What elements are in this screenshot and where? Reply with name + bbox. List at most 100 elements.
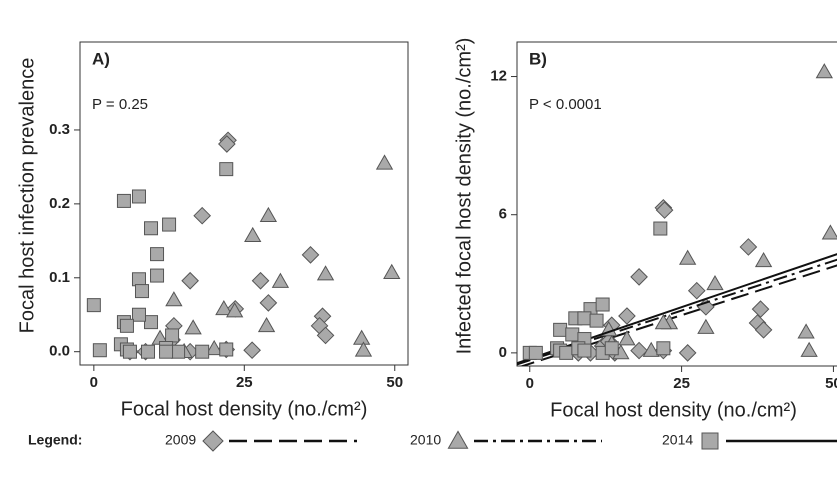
marker — [655, 201, 674, 219]
marker — [141, 344, 156, 359]
y-tick-label: 0.1 — [49, 269, 70, 286]
marker — [577, 343, 592, 358]
annotation: P < 0.0001 — [529, 96, 602, 113]
marker — [678, 344, 697, 362]
x-tick-label: 50 — [386, 374, 403, 391]
marker — [754, 321, 773, 339]
marker — [219, 342, 234, 357]
marker — [618, 330, 636, 346]
plot-frame — [516, 41, 837, 367]
y-tick-label: 0 — [499, 344, 507, 361]
x-tick-label: 0 — [526, 375, 534, 392]
marker — [162, 217, 177, 232]
marker — [697, 318, 715, 334]
marker — [528, 345, 543, 360]
marker — [301, 246, 320, 264]
marker — [604, 341, 619, 356]
x-axis-label: Focal host density (no./cm²) — [121, 398, 368, 420]
x-tick-label: 25 — [236, 374, 253, 391]
marker — [630, 341, 648, 360]
marker — [595, 297, 610, 312]
marker — [122, 344, 137, 359]
marker — [205, 339, 223, 356]
marker — [131, 307, 146, 322]
panel-label: A) — [92, 49, 110, 68]
marker — [243, 341, 261, 360]
marker — [259, 294, 278, 312]
marker — [656, 341, 671, 356]
marker — [375, 154, 394, 170]
marker — [116, 193, 131, 208]
y-tick-label: 6 — [499, 206, 507, 223]
marker — [815, 63, 833, 79]
y-tick-label: 0.0 — [49, 343, 70, 360]
marker — [165, 291, 183, 307]
marker — [119, 318, 134, 333]
marker — [215, 300, 233, 316]
marker — [226, 302, 244, 318]
marker — [316, 265, 335, 281]
marker — [654, 314, 673, 330]
y-tick-label: 0.3 — [49, 121, 70, 138]
marker — [150, 268, 165, 283]
marker — [553, 322, 568, 337]
legend-label: 2009 — [165, 432, 196, 448]
marker — [577, 311, 592, 326]
y-tick-label: 0.2 — [49, 195, 70, 212]
marker — [92, 343, 107, 358]
marker — [316, 326, 335, 345]
marker — [144, 315, 159, 330]
marker — [352, 329, 371, 345]
marker — [383, 263, 401, 279]
marker — [171, 344, 186, 359]
legend-title: Legend: — [28, 432, 82, 448]
marker — [354, 341, 373, 357]
marker — [251, 271, 270, 290]
marker — [219, 162, 234, 177]
legend-marker — [447, 430, 469, 449]
marker — [144, 221, 159, 236]
x-tick-label: 25 — [673, 375, 690, 392]
legend-label: 2010 — [410, 432, 441, 448]
marker — [150, 247, 165, 262]
marker — [679, 249, 697, 265]
marker — [739, 238, 758, 256]
marker — [257, 317, 276, 333]
marker — [86, 298, 101, 313]
marker — [559, 345, 574, 360]
marker — [259, 206, 278, 223]
x-axis-label: Focal host density (no./cm²) — [550, 399, 797, 421]
marker — [165, 328, 180, 343]
annotation: P = 0.25 — [92, 96, 148, 113]
legend-marker — [202, 430, 224, 452]
marker — [618, 307, 636, 325]
marker — [630, 268, 648, 286]
marker — [131, 272, 146, 287]
legend-marker — [701, 432, 719, 450]
x-tick-label: 0 — [90, 374, 98, 391]
marker — [754, 251, 773, 268]
marker — [184, 319, 202, 335]
marker — [653, 221, 668, 236]
y-axis-label: Focal host infection prevalence — [16, 58, 38, 334]
y-tick-label: 12 — [490, 68, 507, 85]
marker — [565, 327, 580, 342]
marker — [821, 224, 837, 240]
marker — [800, 341, 818, 357]
marker — [193, 206, 212, 225]
marker — [195, 344, 210, 359]
marker — [797, 323, 815, 339]
panel-label: B) — [529, 49, 547, 68]
marker — [218, 135, 236, 153]
y-axis-label: Infected focal host density (no./cm²) — [453, 38, 475, 355]
marker — [159, 344, 174, 359]
marker — [706, 274, 724, 291]
marker — [244, 226, 262, 243]
marker — [134, 284, 149, 299]
legend-label: 2014 — [662, 432, 693, 448]
marker — [751, 300, 770, 318]
marker — [589, 313, 604, 328]
marker — [271, 272, 290, 288]
x-tick-label: 50 — [825, 375, 837, 392]
